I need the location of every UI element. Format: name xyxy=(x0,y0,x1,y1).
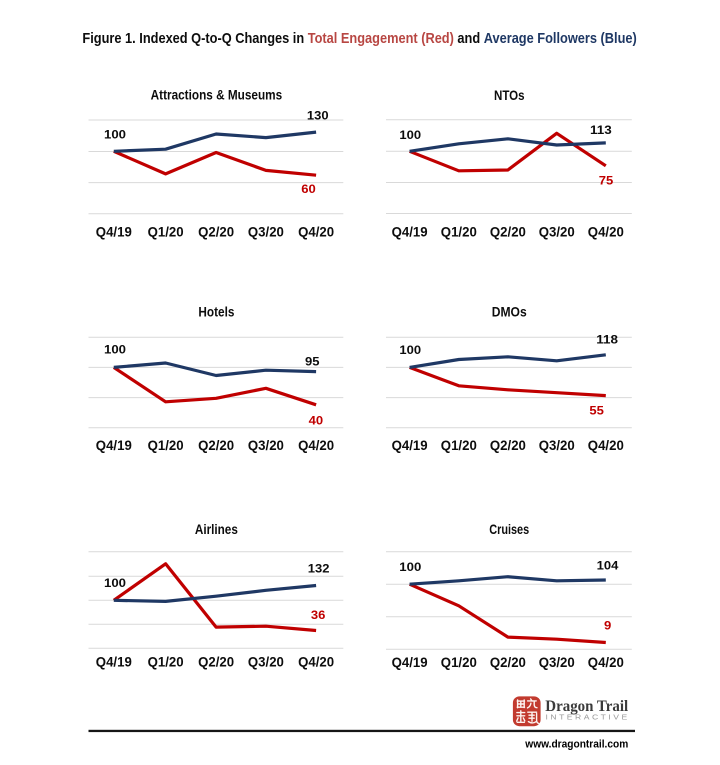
svg-text:104: 104 xyxy=(597,559,619,573)
svg-text:Q4/20: Q4/20 xyxy=(298,654,334,670)
svg-text:Q4/19: Q4/19 xyxy=(96,225,132,241)
svg-text:Q4/20: Q4/20 xyxy=(588,225,624,241)
svg-text:Q1/20: Q1/20 xyxy=(441,655,477,671)
svg-text:113: 113 xyxy=(590,123,612,137)
svg-text:118: 118 xyxy=(596,333,618,347)
svg-text:Q3/20: Q3/20 xyxy=(248,438,284,454)
svg-text:36: 36 xyxy=(311,608,326,622)
svg-text:Q1/20: Q1/20 xyxy=(441,225,477,241)
svg-text:Q3/20: Q3/20 xyxy=(539,655,575,671)
svg-text:100: 100 xyxy=(399,128,421,142)
svg-text:Q2/20: Q2/20 xyxy=(198,654,234,670)
svg-text:Q3/20: Q3/20 xyxy=(248,654,284,670)
svg-text:130: 130 xyxy=(307,109,329,123)
svg-text:Q2/20: Q2/20 xyxy=(490,438,526,454)
svg-text:Q1/20: Q1/20 xyxy=(148,225,184,241)
svg-text:Hotels: Hotels xyxy=(198,305,234,320)
svg-text:Q1/20: Q1/20 xyxy=(441,438,477,454)
svg-text:100: 100 xyxy=(104,128,126,142)
svg-text:Q4/20: Q4/20 xyxy=(588,655,624,671)
svg-text:Q4/20: Q4/20 xyxy=(298,225,334,241)
svg-text:Figure 1. Indexed Q-to-Q Chang: Figure 1. Indexed Q-to-Q Changes in Tota… xyxy=(82,30,636,46)
svg-text:Q2/20: Q2/20 xyxy=(490,225,526,241)
svg-text:NTOs: NTOs xyxy=(494,88,525,103)
svg-text:Cruises: Cruises xyxy=(489,522,529,537)
svg-text:www.dragontrail.com: www.dragontrail.com xyxy=(524,738,628,751)
svg-text:Q2/20: Q2/20 xyxy=(490,655,526,671)
svg-text:100: 100 xyxy=(104,342,126,356)
svg-text:Dragon Trail: Dragon Trail xyxy=(545,698,628,715)
svg-text:55: 55 xyxy=(589,404,604,418)
svg-text:9: 9 xyxy=(604,618,612,632)
svg-text:100: 100 xyxy=(104,576,126,590)
svg-text:Q4/19: Q4/19 xyxy=(96,654,132,670)
svg-text:75: 75 xyxy=(599,173,614,187)
svg-text:Q3/20: Q3/20 xyxy=(248,225,284,241)
svg-text:Attractions & Museums: Attractions & Museums xyxy=(151,88,283,103)
svg-text:Q4/19: Q4/19 xyxy=(96,438,132,454)
svg-text:Q3/20: Q3/20 xyxy=(539,438,575,454)
svg-text:Q1/20: Q1/20 xyxy=(148,654,184,670)
svg-text:100: 100 xyxy=(399,343,421,357)
svg-text:Q4/19: Q4/19 xyxy=(392,655,428,671)
svg-text:Q2/20: Q2/20 xyxy=(198,225,234,241)
svg-text:INTERACTIVE: INTERACTIVE xyxy=(546,713,630,721)
svg-text:Q4/20: Q4/20 xyxy=(298,438,334,454)
svg-text:Q4/19: Q4/19 xyxy=(392,225,428,241)
svg-text:Airlines: Airlines xyxy=(195,522,238,537)
svg-text:Q4/20: Q4/20 xyxy=(588,438,624,454)
svg-text:132: 132 xyxy=(308,562,330,576)
svg-text:Q3/20: Q3/20 xyxy=(539,225,575,241)
svg-text:Q4/19: Q4/19 xyxy=(392,438,428,454)
svg-text:DMOs: DMOs xyxy=(492,304,527,320)
svg-text:100: 100 xyxy=(399,560,421,574)
svg-text:Q2/20: Q2/20 xyxy=(198,438,234,454)
svg-text:40: 40 xyxy=(309,414,324,428)
svg-text:60: 60 xyxy=(301,182,316,196)
svg-text:Q1/20: Q1/20 xyxy=(148,438,184,454)
svg-text:95: 95 xyxy=(305,355,320,369)
